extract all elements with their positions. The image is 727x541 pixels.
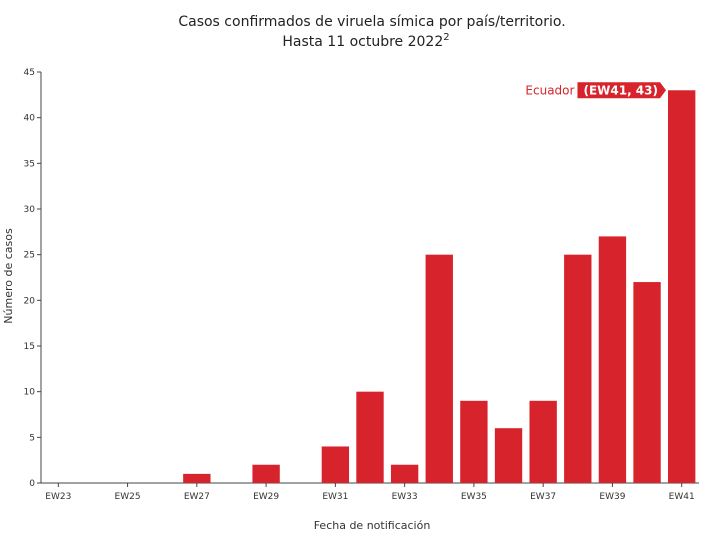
x-tick-label: EW23 — [45, 492, 71, 502]
x-tick-label: EW37 — [530, 492, 556, 502]
y-tick-label: 5 — [29, 433, 35, 443]
x-tick-label: EW29 — [253, 492, 279, 502]
bar[interactable] — [183, 473, 211, 483]
bar[interactable] — [425, 254, 453, 483]
chart-title-line2: Hasta 11 octubre 20222 — [282, 32, 449, 50]
y-tick-label: 30 — [24, 205, 36, 215]
y-tick-label: 45 — [24, 68, 35, 78]
x-tick-label: EW39 — [599, 492, 625, 502]
bar[interactable] — [356, 391, 384, 483]
x-tick-label: EW41 — [669, 492, 695, 502]
hover-value-box — [577, 82, 667, 99]
y-tick-label: 10 — [24, 388, 36, 398]
y-tick-label: 25 — [24, 251, 35, 261]
y-axis: 0 5 10 15 20 25 30 35 40 45 — [24, 68, 42, 489]
bar[interactable] — [633, 282, 661, 483]
hover-value-text: (EW41, 43) — [583, 83, 658, 97]
bar[interactable] — [598, 236, 627, 483]
hover-label: Ecuador (EW41, 43) — [525, 82, 667, 99]
bar[interactable] — [252, 464, 280, 483]
hover-series-name: Ecuador — [525, 83, 574, 97]
bar[interactable] — [321, 446, 350, 483]
bar[interactable] — [564, 254, 592, 483]
y-tick-label: 40 — [24, 114, 36, 124]
bar[interactable] — [529, 400, 557, 483]
bar[interactable] — [460, 400, 488, 483]
y-tick-label: 20 — [24, 296, 36, 306]
y-tick-label: 35 — [24, 159, 35, 169]
chart-title-superscript: 2 — [443, 32, 449, 43]
x-axis: EW23 EW25 EW27 EW29 EW31 EW33 EW35 EW37 EW39 EW41 — [41, 482, 699, 502]
bar[interactable] — [494, 428, 523, 483]
y-tick-label: 15 — [24, 342, 35, 352]
chart-title-date: Hasta 11 octubre 2022 — [282, 34, 443, 50]
bars — [183, 90, 696, 484]
chart-title-line1: Casos confirmados de viruela símica por … — [178, 14, 565, 30]
x-axis-label: Fecha de notificación — [314, 519, 431, 532]
bar[interactable] — [668, 90, 696, 484]
y-axis-label: Número de casos — [2, 228, 15, 324]
x-tick-label: EW35 — [461, 492, 487, 502]
x-tick-label: EW27 — [184, 492, 210, 502]
x-tick-label: EW33 — [392, 492, 418, 502]
y-tick-label: 0 — [29, 479, 35, 489]
x-tick-label: EW31 — [322, 492, 348, 502]
x-tick-label: EW25 — [115, 492, 141, 502]
bar[interactable] — [390, 464, 419, 483]
